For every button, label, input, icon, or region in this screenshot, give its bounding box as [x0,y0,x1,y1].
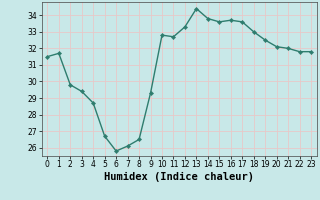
X-axis label: Humidex (Indice chaleur): Humidex (Indice chaleur) [104,172,254,182]
